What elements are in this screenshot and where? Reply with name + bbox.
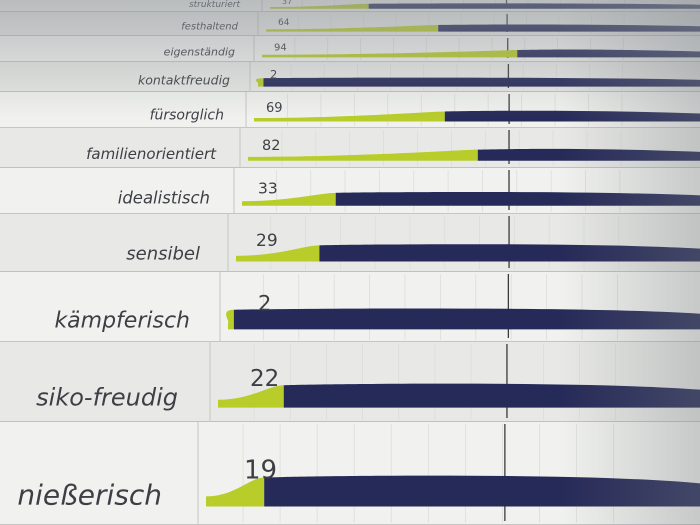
category-label: fürsorglich — [150, 108, 224, 124]
bar-negative — [283, 383, 700, 408]
value-label: 2 — [270, 68, 277, 82]
value-label: 22 — [250, 366, 279, 392]
category-label: familienorientiert — [86, 145, 217, 163]
bar-negative — [319, 244, 700, 262]
value-label: 69 — [266, 101, 283, 116]
bar-negative — [264, 475, 700, 507]
value-label: 19 — [244, 456, 277, 486]
bar-negative — [444, 110, 700, 122]
row-band — [0, 168, 700, 214]
bar-negative — [368, 3, 700, 9]
row-band — [0, 92, 700, 128]
category-label: strukturiert — [189, 0, 241, 10]
category-label: nießerisch — [17, 478, 162, 511]
value-label: 33 — [258, 179, 278, 197]
row-band — [0, 62, 700, 92]
category-label: idealistisch — [118, 189, 210, 208]
value-label: 37 — [282, 0, 292, 6]
category-label: siko-freudig — [36, 384, 178, 412]
row-band — [0, 36, 700, 62]
bar-negative — [263, 77, 700, 87]
bar-negative — [438, 24, 700, 32]
row-band — [0, 12, 700, 36]
value-label: 2 — [258, 292, 271, 316]
bar-negative — [335, 191, 700, 206]
category-label: kämpferisch — [54, 308, 190, 333]
category-label: sensibel — [126, 244, 200, 265]
value-label: 64 — [278, 18, 290, 28]
value-label: 82 — [262, 138, 280, 154]
bar-negative — [233, 308, 700, 330]
category-label: eigenständig — [164, 45, 235, 58]
category-label: kontaktfreudig — [138, 73, 230, 88]
value-label: 94 — [274, 42, 287, 53]
row-band — [0, 214, 700, 272]
category-label: festhaltend — [181, 22, 238, 33]
value-label: 29 — [256, 231, 278, 251]
